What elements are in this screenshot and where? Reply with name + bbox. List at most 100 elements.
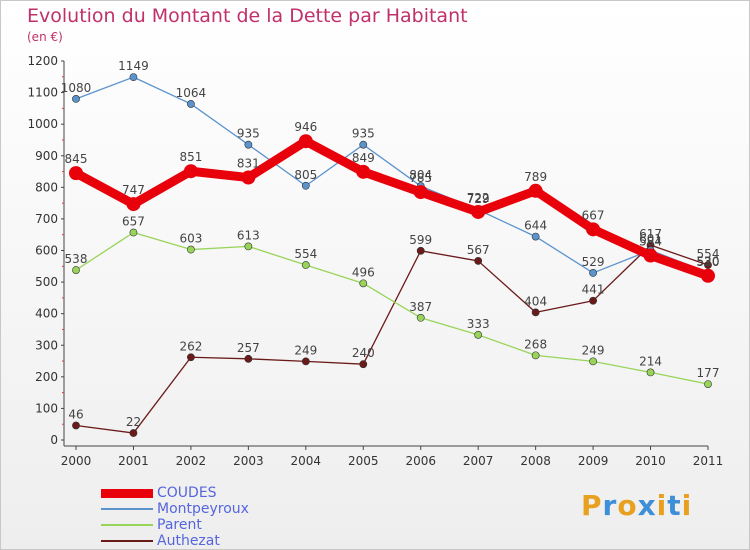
series-line-authezat [75, 244, 709, 434]
y-tick-label: 400 [35, 307, 58, 321]
data-label-coudes: 789 [524, 170, 547, 184]
data-point-parent [129, 228, 138, 237]
data-label-coudes: 785 [409, 171, 432, 185]
data-point-authezat [474, 257, 483, 265]
series-line-montpeyroux [75, 76, 709, 274]
data-label-coudes: 849 [352, 151, 375, 165]
data-point-coudes [643, 248, 658, 263]
data-point-parent [646, 368, 655, 377]
data-label-montpeyroux: 1149 [118, 59, 149, 73]
data-point-parent [187, 245, 195, 254]
y-tick-label: 0 [50, 433, 58, 447]
data-label-montpeyroux: 644 [524, 219, 547, 233]
logo-letter: x [637, 489, 657, 522]
data-point-montpeyroux [244, 140, 253, 149]
data-label-montpeyroux: 601 [639, 232, 662, 246]
data-point-coudes [126, 197, 141, 212]
data-labels-layer: 845 747 851 831 946 849 785 722 789 667 584 520 1080… [61, 59, 720, 429]
data-label-coudes: 851 [179, 150, 202, 164]
logo-letter: i [681, 489, 693, 522]
data-label-authezat: 257 [237, 341, 260, 355]
series-line-coudes [71, 136, 713, 281]
data-point-coudes [413, 185, 428, 200]
data-point-parent [589, 357, 597, 366]
y-tick-label: 900 [35, 149, 58, 163]
data-point-coudes [241, 170, 256, 185]
data-point-parent [531, 351, 540, 360]
data-label-parent: 177 [697, 366, 720, 380]
y-tick-label: 1000 [27, 117, 58, 131]
data-point-authezat [589, 296, 597, 305]
logo-letter: r [602, 489, 618, 522]
data-label-parent: 603 [179, 232, 202, 246]
series-line-parent [75, 231, 709, 385]
data-label-coudes: 520 [697, 255, 720, 269]
y-tick-label: 1100 [27, 86, 58, 100]
legend-swatch [101, 508, 153, 510]
x-tick-label: 2007 [463, 454, 494, 468]
data-label-authezat: 240 [352, 346, 375, 360]
data-point-montpeyroux [301, 181, 310, 190]
data-label-authezat: 22 [126, 415, 141, 429]
data-point-authezat [129, 429, 138, 437]
series-parent [72, 228, 712, 388]
x-tick-label: 2011 [693, 454, 724, 468]
data-label-authezat: 262 [179, 339, 202, 353]
logo-letter: t [667, 489, 682, 522]
legend-label: Parent [157, 517, 202, 533]
chart-title: Evolution du Montant de la Dette par Hab… [27, 5, 468, 27]
data-point-authezat [187, 353, 195, 362]
logo-letter: i [656, 489, 668, 522]
y-tick-label: 500 [35, 275, 58, 289]
series-montpeyroux [72, 73, 712, 277]
data-label-authezat: 567 [467, 243, 490, 257]
data-point-authezat [416, 246, 425, 255]
data-point-montpeyroux [359, 140, 368, 149]
data-label-coudes: 667 [582, 208, 605, 222]
data-label-montpeyroux: 529 [582, 255, 605, 269]
data-label-parent: 387 [409, 300, 432, 314]
data-point-coudes [586, 222, 601, 237]
data-label-parent: 538 [65, 252, 88, 266]
x-tick-label: 2004 [291, 454, 322, 468]
data-label-authezat: 617 [639, 227, 662, 241]
series-coudes [69, 134, 715, 283]
x-tick-label: 2001 [118, 454, 149, 468]
data-point-montpeyroux [129, 73, 138, 82]
data-point-coudes [298, 134, 313, 149]
data-label-coudes: 747 [122, 183, 145, 197]
proxiti-logo: Proxiti [581, 489, 692, 522]
data-point-coudes [356, 164, 371, 179]
data-label-parent: 249 [582, 343, 605, 357]
y-tick-label: 300 [35, 338, 58, 352]
series-authezat [72, 241, 712, 437]
y-tick-label: 700 [35, 212, 58, 226]
series-layer [69, 73, 715, 437]
legend-label: Montpeyroux [157, 501, 249, 517]
data-label-montpeyroux: 1064 [176, 86, 207, 100]
data-label-coudes: 722 [467, 191, 490, 205]
data-label-coudes: 831 [237, 157, 260, 171]
y-tick-label: 100 [35, 401, 58, 415]
data-point-authezat [704, 261, 712, 269]
data-point-montpeyroux [187, 100, 195, 108]
x-tick-label: 2002 [176, 454, 207, 468]
x-tick-label: 2008 [520, 454, 551, 468]
data-point-authezat [72, 421, 80, 430]
data-point-coudes [701, 268, 715, 283]
chart-subtitle: (en €) [27, 30, 63, 44]
y-tick-label: 1200 [27, 54, 58, 68]
data-label-parent: 268 [524, 337, 547, 351]
legend-label: Authezat [157, 533, 220, 549]
data-label-montpeyroux: 1080 [61, 81, 92, 95]
data-label-coudes: 946 [294, 120, 317, 134]
x-tick-label: 2009 [578, 454, 609, 468]
data-label-authezat: 441 [582, 283, 605, 297]
data-point-parent [474, 330, 483, 339]
y-tick-label: 800 [35, 180, 58, 194]
logo-letter: P [581, 489, 603, 522]
data-label-parent: 554 [294, 247, 317, 261]
legend-swatch [101, 540, 153, 542]
y-tick-label: 200 [35, 370, 58, 384]
